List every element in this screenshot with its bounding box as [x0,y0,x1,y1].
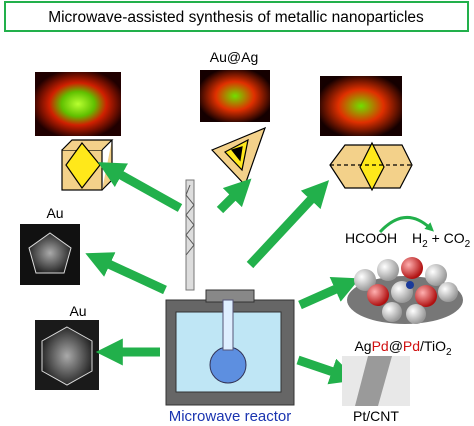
arrow [246,180,330,269]
rod-crystal [329,141,413,192]
cube-crystal [61,139,114,191]
title: Microwave-assisted synthesis of metallic… [48,9,424,26]
text-part: 2 [465,239,471,250]
arrow [216,178,252,214]
text-part: + CO [428,230,465,246]
bipyramid-crystal [210,126,267,187]
label-au: Au [69,303,86,319]
text-part: Pd [372,338,389,354]
arrow [85,252,167,295]
title-box [4,1,469,32]
label-pt-cnt: Pt/CNT [353,408,399,424]
decahedron [28,232,72,274]
text-part: 2 [422,239,428,250]
eds-map [200,70,270,122]
eds-map [35,72,121,136]
icosahedron [41,326,93,386]
arrow [296,355,358,385]
text-part: H [412,230,422,246]
text-part: Ag [354,338,371,354]
text-part: Pd [403,338,420,354]
text-part: 2 [446,347,452,358]
text-part: /TiO [420,338,446,354]
label-gas: H2 + CO2 [412,230,471,250]
microwave-reactor [165,179,295,406]
arrow [97,162,183,212]
eds-map [320,76,402,136]
label-catalyst: AgPd@Pd/TiO2 [354,338,452,358]
label-reactor: Microwave reactor [169,408,292,425]
reaction-arrow [378,216,434,234]
nanotube [355,356,392,406]
text-part: @ [389,338,403,354]
catalyst-cluster [347,257,463,324]
arrow [298,277,360,310]
label-hcooh: HCOOH [345,230,397,246]
label-au-ag: Au@Ag [210,49,258,65]
label-au: Au [46,205,63,221]
